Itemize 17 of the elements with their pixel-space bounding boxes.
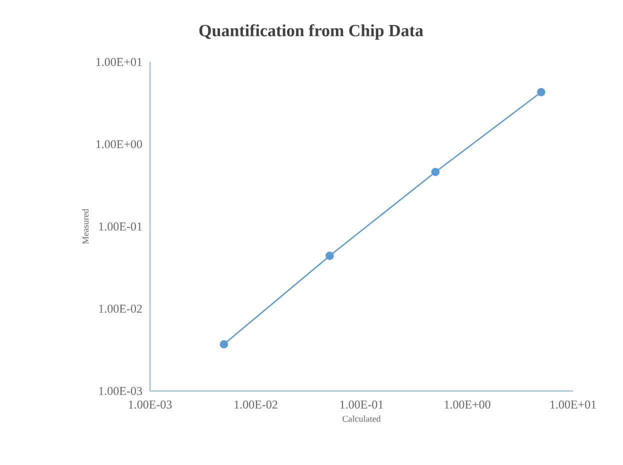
point bbox=[431, 168, 440, 176]
point bbox=[220, 340, 228, 348]
y-tick-label: 1.00E-01 bbox=[99, 222, 142, 231]
x-tick-label: 1.00E+01 bbox=[550, 400, 596, 409]
y-tick-label: 1.00E+00 bbox=[96, 140, 142, 148]
point bbox=[537, 88, 546, 96]
y-tick-label: 1.00E-02 bbox=[99, 304, 142, 313]
point bbox=[326, 252, 334, 260]
x-axis-title: Calculated bbox=[342, 416, 381, 422]
y-tick-label: 1.00E-03 bbox=[99, 386, 142, 396]
x-tick-label: 1.00E-02 bbox=[234, 400, 278, 409]
y-tick-label: 1.00E+01 bbox=[96, 58, 142, 66]
x-tick-label: 1.00E-01 bbox=[340, 400, 383, 409]
chart-title: Quantification from Chip Data bbox=[199, 24, 424, 40]
y-axis-title: Measured bbox=[82, 208, 89, 244]
x-tick-label: 1.00E+00 bbox=[444, 400, 490, 409]
x-tick-label: 1.00E-03 bbox=[128, 400, 172, 409]
